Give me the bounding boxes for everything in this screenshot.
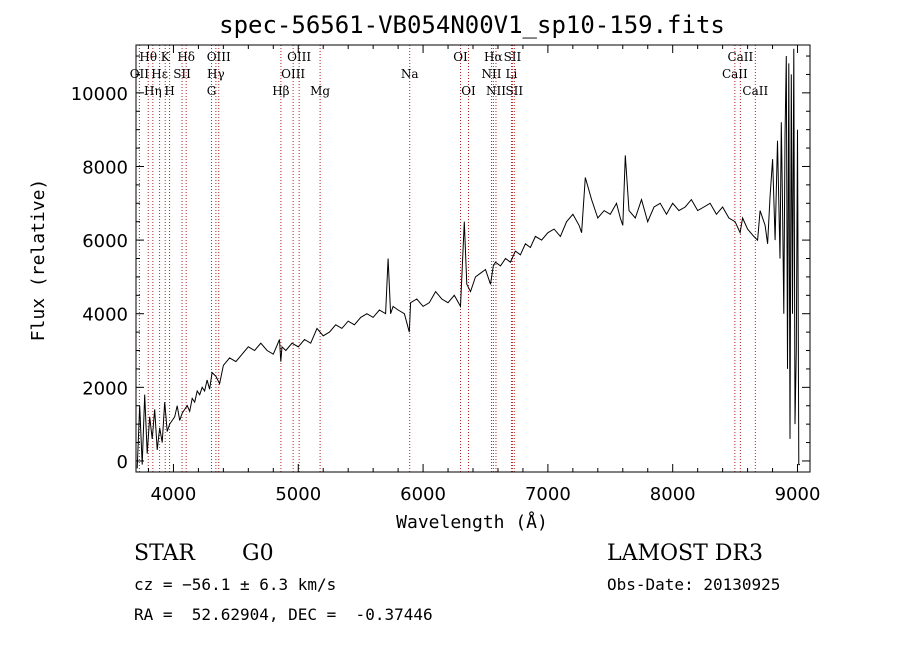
y-axis: 0 2000 4000 6000 8000 10000 <box>71 55 810 473</box>
line-markers <box>138 45 756 472</box>
coordinates: RA = 52.62904, DEC = -0.37446 <box>134 605 433 624</box>
line-marker-label-12: OIII <box>287 50 311 64</box>
line-marker-label-5: H <box>164 84 174 98</box>
line-marker-label-24: CaII <box>727 50 753 64</box>
line-marker-label-14: Mg <box>310 84 330 98</box>
x-tick-label-2: 6000 <box>400 484 446 505</box>
x-axis: 4000 5000 6000 7000 8000 9000 <box>147 45 821 505</box>
line-marker-label-20: NII <box>481 67 501 81</box>
line-marker-label-19: SII <box>504 50 522 64</box>
obs-date: Obs-Date: 20130925 <box>607 575 780 594</box>
x-tick-label-1: 5000 <box>275 484 321 505</box>
line-marker-label-7: SII <box>173 67 191 81</box>
x-axis-label: Wavelength (Å) <box>396 511 548 533</box>
line-marker-label-18: Hα <box>484 50 503 64</box>
line-marker-label-2: Hη <box>144 84 162 98</box>
line-marker-label-23: SII <box>505 84 523 98</box>
y-tick-label-3: 6000 <box>82 231 128 252</box>
line-marker-label-0: Hθ <box>139 50 157 64</box>
line-marker-label-3: K <box>161 50 171 64</box>
y-axis-label: Flux (relative) <box>28 179 49 342</box>
y-tick-label-4: 8000 <box>82 157 128 178</box>
line-marker-label-13: OIII <box>281 67 305 81</box>
line-marker-label-17: OI <box>461 84 476 98</box>
line-marker-label-25: CaII <box>722 67 748 81</box>
line-marker-label-22: NII <box>486 84 506 98</box>
survey-name: LAMOST DR3 <box>607 541 763 566</box>
line-marker-label-9: Hγ <box>207 67 225 81</box>
plot-frame <box>135 44 811 473</box>
x-tick-label-0: 4000 <box>151 484 197 505</box>
y-tick-label-1: 2000 <box>82 378 128 399</box>
line-marker-label-16: OI <box>453 50 468 64</box>
line-marker-label-15: Na <box>401 67 419 81</box>
object-subclass: G0 <box>242 541 274 566</box>
line-marker-label-8: OIII <box>207 50 231 64</box>
line-marker-label-6: Hδ <box>177 50 195 64</box>
y-tick-label-2: 4000 <box>82 305 128 326</box>
y-tick-label-0: 0 <box>117 452 128 473</box>
x-tick-label-3: 7000 <box>525 484 571 505</box>
line-marker-label-4: Hε <box>151 67 168 81</box>
y-tick-label-5: 10000 <box>71 84 128 105</box>
x-tick-label-5: 9000 <box>775 484 821 505</box>
chart-title: spec-56561-VB054N00V1_sp10-159.fits <box>219 11 725 39</box>
line-marker-label-10: G <box>207 84 217 98</box>
object-class: STAR <box>134 541 196 566</box>
cz-value: cz = −56.1 ± 6.3 km/s <box>134 575 336 594</box>
line-marker-label-26: CaII <box>742 84 768 98</box>
spectrum-line <box>136 48 800 469</box>
x-tick-label-4: 8000 <box>650 484 696 505</box>
line-marker-label-11: Hβ <box>272 84 289 98</box>
line-marker-label-21: Li <box>506 67 518 81</box>
